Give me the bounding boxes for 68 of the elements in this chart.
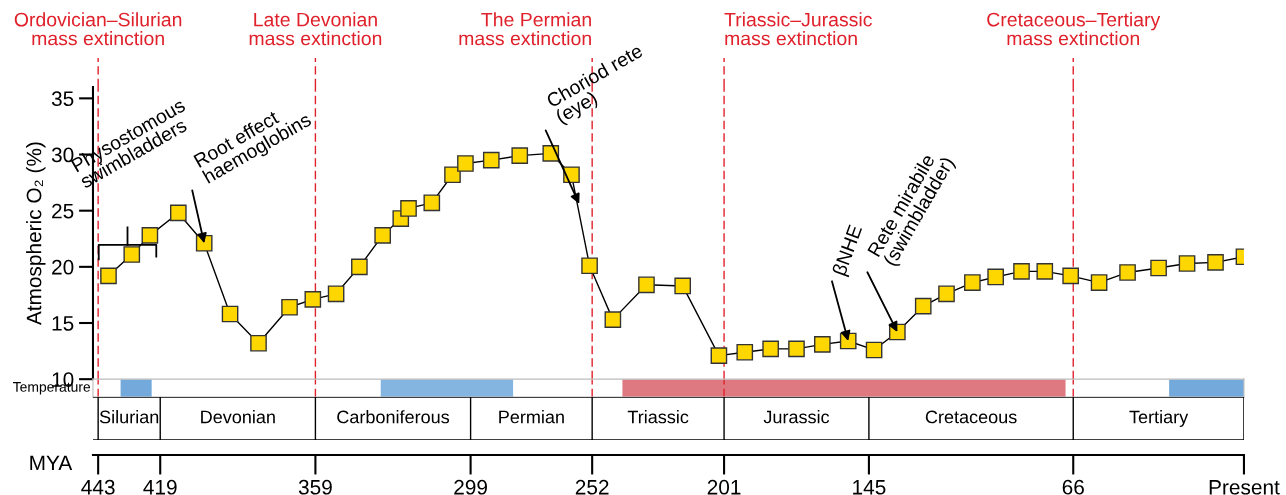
annotation: βNHE [831,223,866,278]
text: Jurassic [763,410,830,424]
point [1036,263,1054,280]
y-tick-label: 15 [52,316,74,331]
point [281,298,298,316]
point [482,151,500,169]
point [710,347,728,364]
point [638,276,655,294]
point [169,204,187,222]
x-tick-label: 443 [81,479,115,495]
point [788,340,805,358]
x-tick-label: 66 [1062,479,1084,495]
x-tick-label: Present [1209,480,1280,495]
point [581,257,598,275]
point [987,268,1004,286]
point [674,277,692,295]
text: Triassic [627,410,689,424]
point [444,166,461,184]
point [762,340,779,358]
x-tick-label: 201 [707,479,741,495]
point [938,285,955,303]
text: Tertiary [1129,410,1189,427]
x-tick-label: 299 [454,479,487,495]
text: Silurian [99,410,159,424]
point [400,200,417,217]
point [423,194,441,212]
point [914,297,932,315]
y-tick-label: 20 [52,259,74,275]
x-tick-label: 252 [575,479,609,495]
point [1207,254,1224,271]
point [327,285,345,303]
text: Carboniferous [337,410,450,424]
point [1150,259,1167,277]
point [604,311,622,328]
y-tick-label: 25 [52,203,74,219]
ref-line-label: Cretaceous–Tertiary mass extinction [987,12,1161,46]
point [1090,274,1108,291]
point [865,341,883,359]
ref-line-label: Ordovician–Silurian mass extinction [14,12,182,46]
x-tick-label: 145 [853,480,886,495]
point [1013,263,1030,280]
x-axis-title: MYA [30,455,73,471]
point [1119,264,1136,281]
point [351,258,368,276]
x-tick-label: 419 [143,479,177,495]
x-tick-label: 359 [298,479,332,495]
ref-line-label: Late Devonian mass extinction [249,12,382,46]
point [221,305,239,323]
text: Devonian [201,410,275,424]
point [964,274,981,291]
ref-line-label: Triassic–Jurassic mass extinction [724,12,872,46]
point [100,267,117,285]
text: Cretaceous [925,410,1017,424]
point [1062,267,1079,285]
point [141,227,159,244]
y-axis-title: Atmospheric O₂ (%) [26,142,46,326]
ref-line-label: The Permian mass extinction [459,12,591,46]
text: Permian [499,410,564,424]
point [374,227,391,244]
point [250,334,267,352]
point [736,343,754,361]
point [814,336,831,353]
point [511,147,529,164]
point [123,246,141,263]
point [304,291,322,308]
point [1178,255,1196,272]
point [563,166,580,184]
point [457,155,474,172]
